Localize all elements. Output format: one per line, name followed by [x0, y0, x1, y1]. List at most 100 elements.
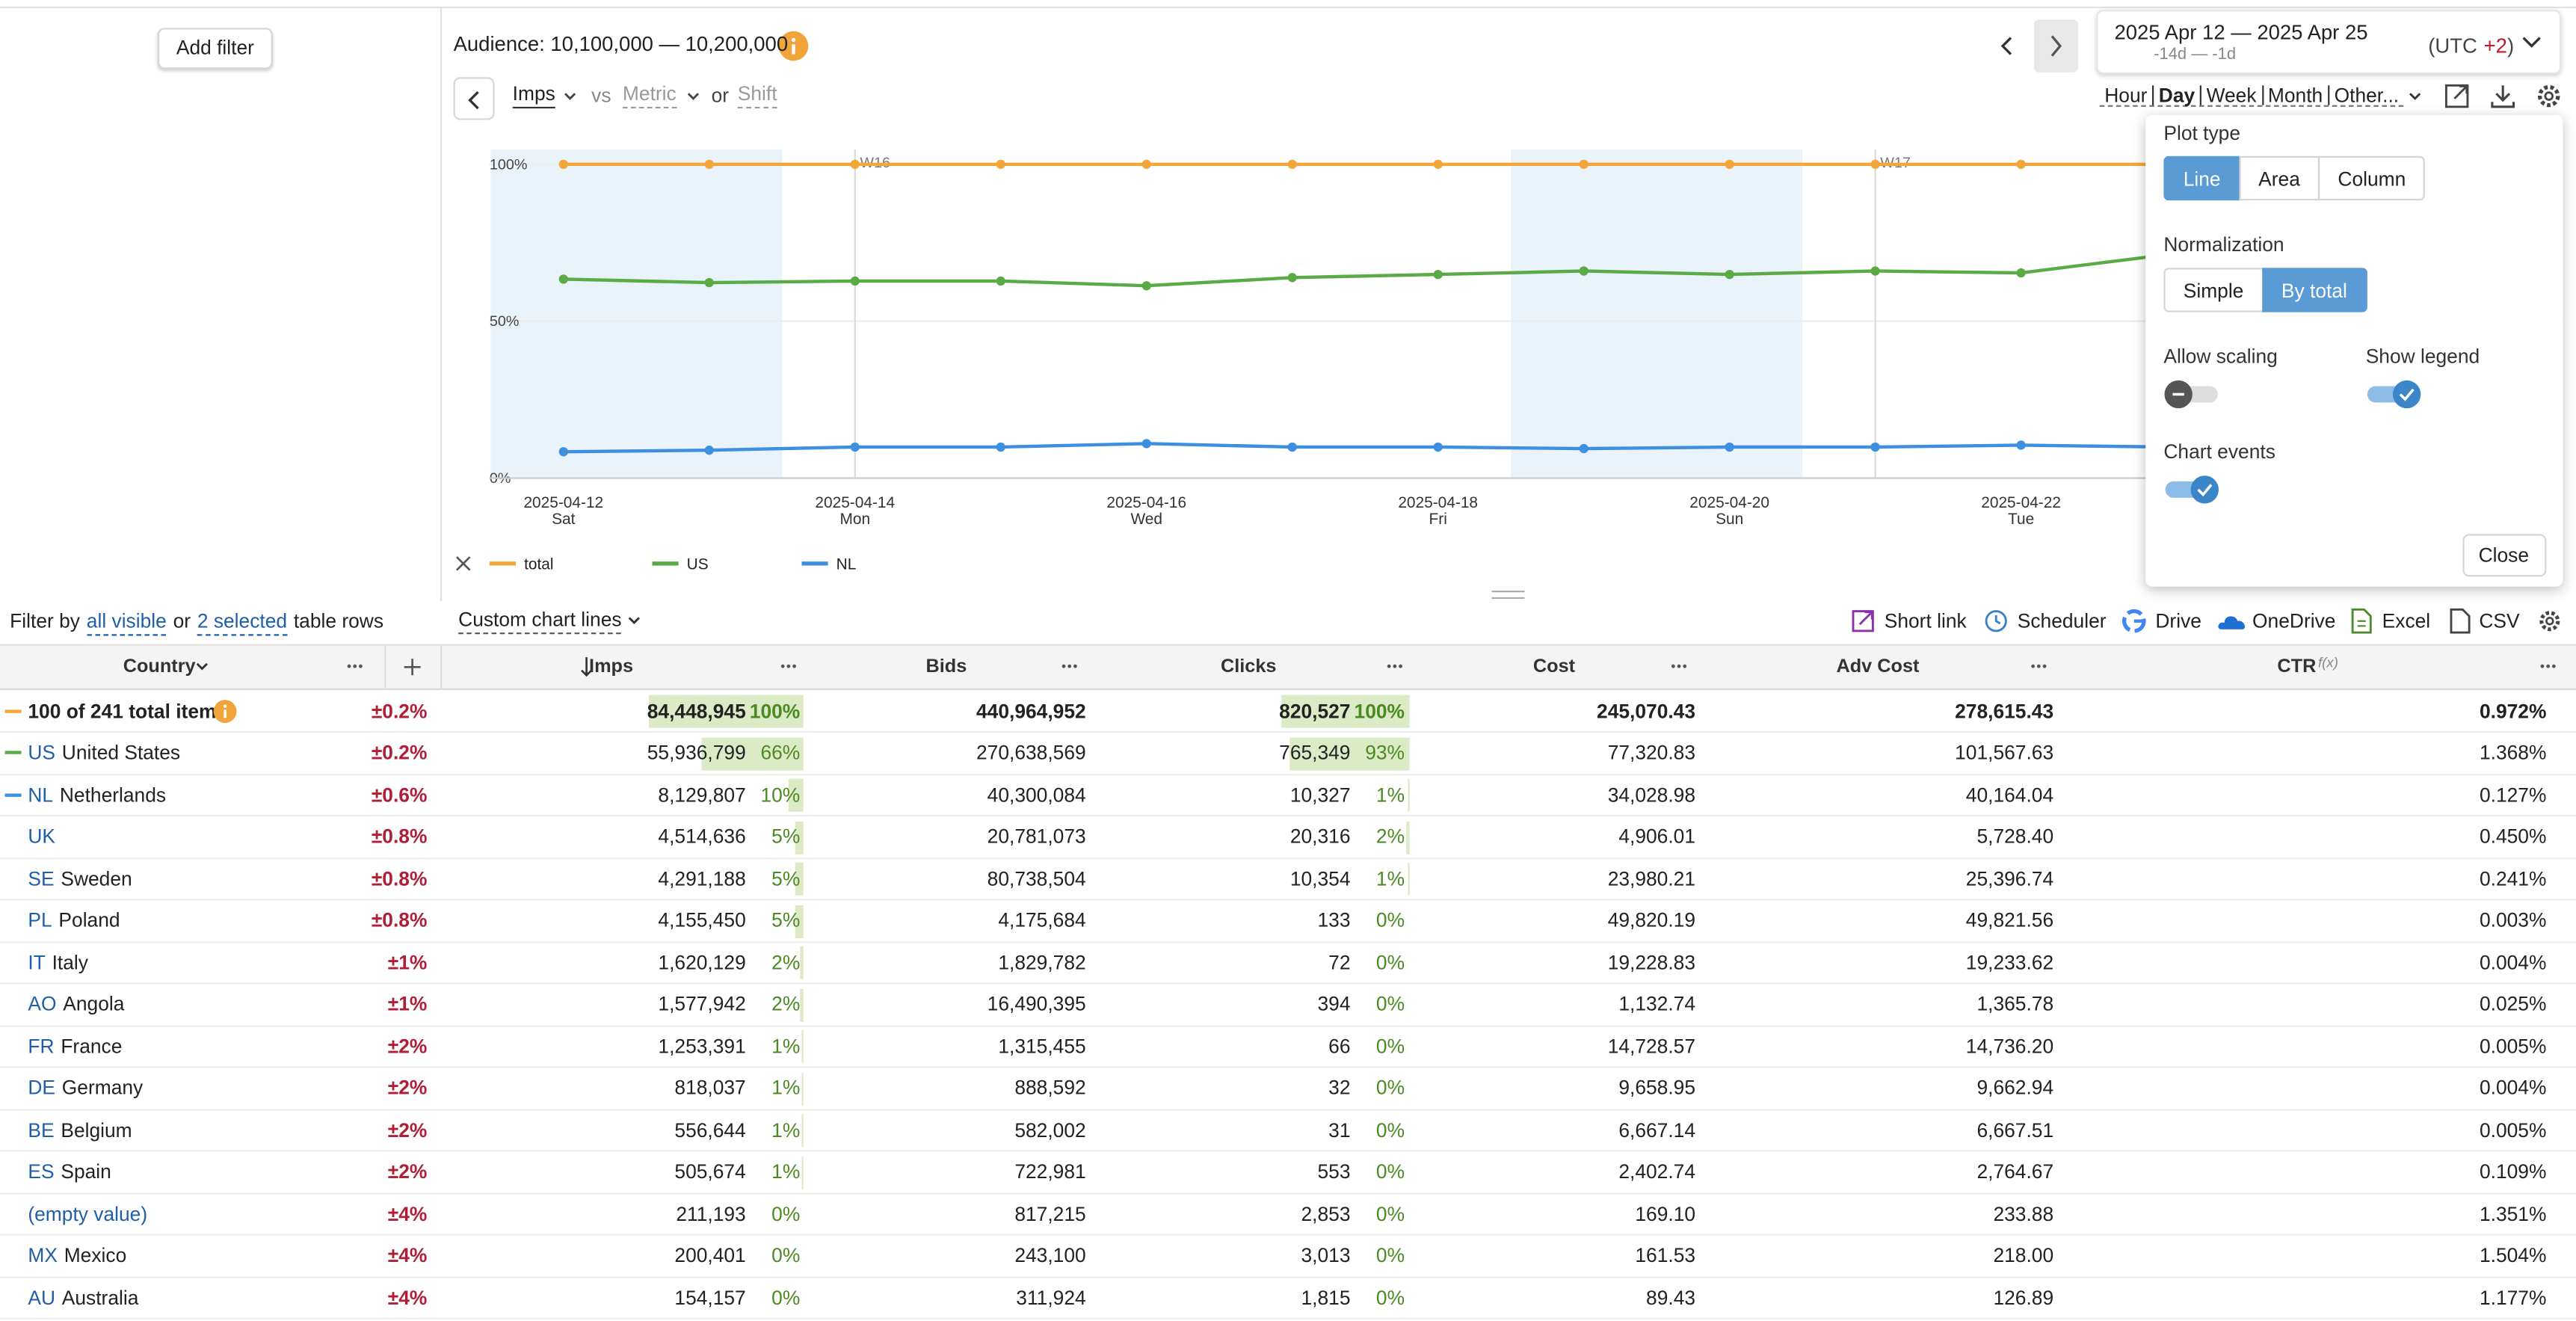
filter-selected[interactable]: 2 selected — [197, 608, 288, 636]
chart-settings-icon[interactable] — [2536, 84, 2561, 108]
country-code[interactable]: ES — [28, 1160, 55, 1183]
close-button[interactable] — [2462, 534, 2547, 577]
cell: 0.109% — [2479, 1160, 2547, 1183]
toggle[interactable] — [2163, 380, 2222, 410]
column-header[interactable]: Imps — [589, 657, 634, 677]
country-code[interactable]: US — [28, 741, 56, 765]
country-code[interactable]: (empty value) — [28, 1202, 148, 1225]
legend-hide-icon[interactable] — [455, 555, 472, 572]
country-code[interactable]: IT — [28, 950, 46, 974]
granularity-option[interactable]: Month — [2261, 85, 2328, 105]
cell: 0.127% — [2479, 783, 2547, 807]
add-column-icon[interactable] — [404, 659, 421, 676]
toolbar-action[interactable]: Scheduler — [2017, 609, 2107, 633]
column-header[interactable]: Clicks — [1221, 657, 1277, 677]
cell: 66 — [1328, 1034, 1351, 1058]
back-button[interactable] — [453, 77, 495, 120]
download-icon[interactable] — [2491, 84, 2515, 108]
data-point — [1725, 442, 1734, 452]
share-bar — [1408, 778, 1410, 812]
country-code[interactable]: MX — [28, 1244, 58, 1267]
metric-select[interactable]: Imps — [512, 82, 555, 109]
granularity-option[interactable]: Hour — [2104, 84, 2148, 107]
segment-option[interactable]: Simple — [2163, 268, 2264, 312]
cell: 0.005% — [2479, 1118, 2547, 1142]
cell: 84,448,945 — [647, 699, 746, 723]
cell: 16,490,395 — [987, 992, 1086, 1016]
next-period[interactable] — [2033, 19, 2079, 73]
compare-select[interactable]: Metric — [622, 82, 677, 109]
segment-option[interactable]: By total — [2261, 268, 2367, 312]
resize-handle[interactable] — [1491, 590, 1525, 600]
country-name: Angola — [63, 992, 125, 1016]
cell: 9,658.95 — [1618, 1076, 1696, 1100]
filter-all-visible[interactable]: all visible — [86, 608, 167, 636]
toggle[interactable] — [2163, 475, 2222, 505]
cell: 5% — [771, 908, 801, 932]
toolbar-action[interactable]: CSV — [2479, 609, 2520, 633]
add-filter-button[interactable] — [157, 28, 273, 70]
table-settings-icon[interactable] — [2538, 609, 2561, 632]
country-code[interactable]: SE — [28, 866, 55, 890]
data-point — [1433, 159, 1443, 169]
toolbar-action[interactable]: Drive — [2155, 609, 2201, 633]
row-border — [0, 940, 2576, 943]
country-code[interactable]: NL — [28, 783, 54, 807]
country-code[interactable]: FR — [28, 1034, 55, 1058]
column-header[interactable]: Country — [123, 657, 196, 677]
or-label: or — [711, 84, 730, 107]
cell: 14,728.57 — [1607, 1034, 1696, 1058]
cell: 1% — [771, 1034, 801, 1058]
segment-option[interactable]: Line — [2163, 155, 2240, 201]
shift-select[interactable]: Shift — [737, 82, 777, 109]
country-code[interactable]: PL — [28, 908, 52, 932]
country-code[interactable]: UK — [28, 825, 56, 849]
drive-icon — [2121, 609, 2146, 633]
x-tick-day: Fri — [1429, 511, 1447, 528]
onedrive-icon — [2218, 616, 2246, 629]
y-tick-label: 50% — [490, 313, 520, 330]
segment-option[interactable]: Area — [2238, 155, 2320, 201]
segment-option[interactable]: Column — [2318, 155, 2426, 201]
cell: 245,070.43 — [1597, 699, 1696, 723]
country-code[interactable]: AU — [28, 1286, 56, 1309]
column-header[interactable]: Adv Cost — [1836, 657, 1920, 677]
cell: 0% — [1375, 908, 1405, 932]
granularity-option[interactable]: Week — [2199, 85, 2261, 105]
share-bar — [788, 778, 804, 812]
column-header[interactable]: Bids — [925, 657, 967, 677]
country-code[interactable]: DE — [28, 1076, 56, 1100]
add-filter-label[interactable]: Add filter — [176, 36, 254, 60]
cell: 0.004% — [2479, 950, 2547, 974]
data-point — [704, 446, 714, 455]
timezone-offset: +2 — [2483, 34, 2507, 58]
cell: 6,667.51 — [1976, 1118, 2054, 1142]
custom-chart-lines[interactable]: Custom chart lines — [458, 608, 622, 635]
toolbar-action[interactable]: Excel — [2382, 609, 2431, 633]
cell: 1,620,129 — [658, 950, 746, 974]
granularity-option[interactable]: Day — [2152, 85, 2200, 105]
toolbar-action[interactable]: Short link — [1884, 609, 1967, 633]
cell: 8,129,807 — [658, 783, 746, 807]
prev-period[interactable] — [1997, 34, 2017, 58]
country-code[interactable]: BE — [28, 1118, 55, 1142]
cell: 1,577,942 — [658, 992, 746, 1016]
toolbar-action[interactable]: OneDrive — [2252, 609, 2336, 633]
row-border — [0, 1192, 2576, 1194]
timezone: (UTC +2) — [2428, 33, 2514, 59]
granularity-option[interactable]: Other... — [2327, 85, 2404, 105]
toggle[interactable] — [2366, 380, 2425, 410]
cell: 2,764.67 — [1976, 1160, 2054, 1183]
cell: 200,401 — [674, 1244, 746, 1267]
country-code[interactable]: AO — [28, 992, 57, 1016]
date-range-box[interactable] — [2096, 10, 2562, 74]
header-divider — [440, 644, 443, 691]
open-icon[interactable] — [2444, 84, 2469, 108]
column-header[interactable]: Cost — [1532, 657, 1576, 677]
country: MX Mexico — [28, 1243, 126, 1269]
column-header[interactable]: CTR — [2277, 657, 2317, 677]
data-point — [704, 277, 714, 288]
cell: 100% — [1354, 699, 1405, 723]
close-label[interactable]: Close — [2478, 544, 2530, 567]
